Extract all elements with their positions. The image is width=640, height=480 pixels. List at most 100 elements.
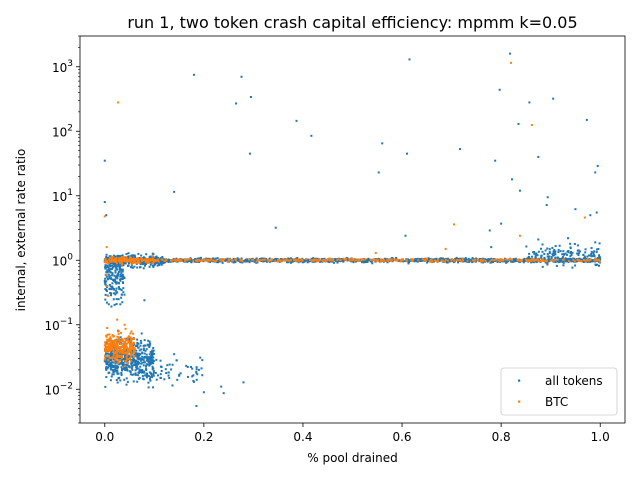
data-point [112,259,115,262]
data-point [109,291,112,294]
data-point [178,374,181,377]
data-point [352,258,355,261]
data-point [120,272,123,275]
data-point [593,259,596,262]
data-point [117,357,120,360]
data-point [598,242,601,245]
data-point [505,261,508,264]
data-point [198,261,201,264]
data-point [232,257,235,260]
data-point [527,255,530,258]
data-point [124,352,127,355]
y-axis-label: internal, external rate ratio [14,149,28,312]
data-point [163,378,166,381]
data-point [150,256,153,259]
data-point [569,252,572,255]
data-point [241,261,244,264]
data-point [365,260,368,263]
data-point [255,257,258,260]
data-point [117,259,120,262]
data-point [425,257,428,260]
data-point [404,234,407,237]
data-point [110,258,113,261]
data-point [133,254,136,257]
data-point [195,378,198,381]
data-point [183,258,186,261]
data-point [328,261,331,264]
data-point [142,349,145,352]
data-point [103,350,106,353]
data-point [110,260,113,263]
data-point [519,259,522,262]
data-point [178,259,180,262]
data-point [118,282,121,285]
data-point [112,265,115,268]
data-point [542,259,545,262]
data-point [419,258,422,261]
data-point [107,359,110,362]
data-point [140,254,143,257]
data-point [141,351,144,354]
data-point [192,379,195,382]
data-point [107,342,110,345]
data-point [554,261,557,264]
data-point [361,261,364,264]
data-point [108,365,111,368]
data-point [154,259,157,262]
data-point [590,255,593,258]
legend: all tokens BTC [500,367,618,416]
data-point [554,253,557,256]
data-point [541,257,544,260]
data-point [454,257,457,260]
data-point [269,260,272,263]
data-point [488,229,491,232]
data-point [196,257,199,260]
data-point [586,261,589,264]
data-point [555,264,558,267]
data-point [108,333,111,336]
data-point [124,368,127,371]
data-point [151,260,154,263]
data-point [383,260,386,263]
data-point [478,260,481,263]
data-point [111,352,114,355]
data-point [118,286,121,289]
data-point [497,259,500,262]
data-point [125,356,128,359]
data-point [149,376,152,379]
data-point [367,257,370,260]
data-point [110,350,113,353]
y-tick-label: 102 [52,123,73,139]
data-point [106,270,109,273]
data-point [171,384,174,387]
data-point [120,289,123,292]
data-point [113,342,116,345]
data-point [320,260,323,263]
data-point [541,250,544,253]
data-point [416,260,419,263]
data-point [155,261,158,264]
data-point [530,261,533,264]
data-point [132,332,135,335]
data-point [128,338,131,341]
data-point [508,258,511,261]
data-point [486,259,489,262]
data-point [328,259,331,262]
data-point [205,257,208,260]
data-point [152,356,155,359]
data-point [390,259,393,262]
y-tick-label: 103 [52,59,73,75]
data-point [209,257,212,260]
data-point [261,257,264,260]
data-point [122,363,125,366]
data-point [366,258,369,261]
data-point [263,258,266,261]
data-point [262,260,265,263]
data-point [115,282,118,285]
data-point [572,258,575,261]
data-point [129,348,132,351]
data-point [152,349,155,352]
data-point [118,266,121,269]
data-point [122,344,125,347]
data-point [400,259,403,262]
